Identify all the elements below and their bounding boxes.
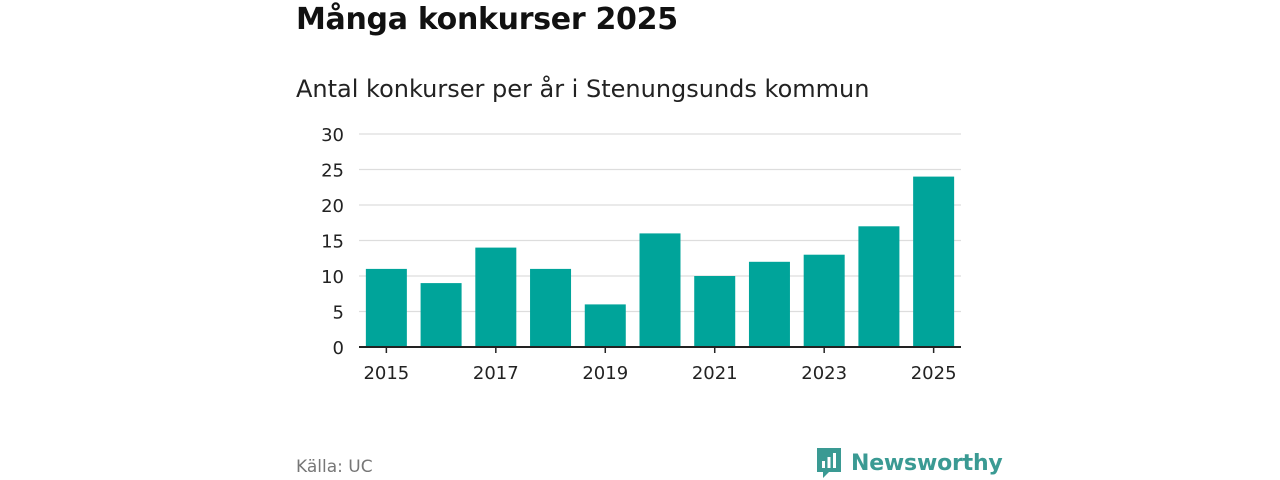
y-tick-label: 5 xyxy=(333,303,344,324)
bar-2023 xyxy=(803,254,845,347)
bar-2017 xyxy=(475,247,517,347)
x-tick-label: 2019 xyxy=(582,363,628,384)
newsworthy-logo-icon xyxy=(817,448,841,478)
x-tick-label: 2025 xyxy=(911,363,957,384)
x-tick-label: 2021 xyxy=(692,363,738,384)
x-tick-label: 2015 xyxy=(363,363,409,384)
page-title: Många konkurser 2025 xyxy=(296,2,678,37)
bar-2019 xyxy=(584,304,626,347)
newsworthy-logo: Newsworthy xyxy=(815,446,1003,480)
y-tick-label: 20 xyxy=(321,196,344,217)
source-note: Källa: UC xyxy=(296,457,373,477)
y-tick-label: 25 xyxy=(321,161,344,182)
bar-2015 xyxy=(365,268,407,347)
bar-2024 xyxy=(858,226,900,347)
bar-2021 xyxy=(694,276,736,347)
bar-2025 xyxy=(913,176,955,347)
bar-2018 xyxy=(530,268,572,347)
bar-2016 xyxy=(420,283,462,347)
brand-name: Newsworthy xyxy=(851,450,1003,476)
x-tick-label: 2017 xyxy=(473,363,519,384)
bar-2022 xyxy=(748,261,790,347)
x-tick-label: 2023 xyxy=(801,363,847,384)
y-tick-label: 10 xyxy=(321,267,344,288)
chart-subtitle: Antal konkurser per år i Stenungsunds ko… xyxy=(296,75,870,103)
bar-2020 xyxy=(639,233,681,347)
y-tick-label: 30 xyxy=(321,125,344,146)
y-tick-label: 15 xyxy=(321,232,344,253)
y-tick-label: 0 xyxy=(333,338,344,359)
